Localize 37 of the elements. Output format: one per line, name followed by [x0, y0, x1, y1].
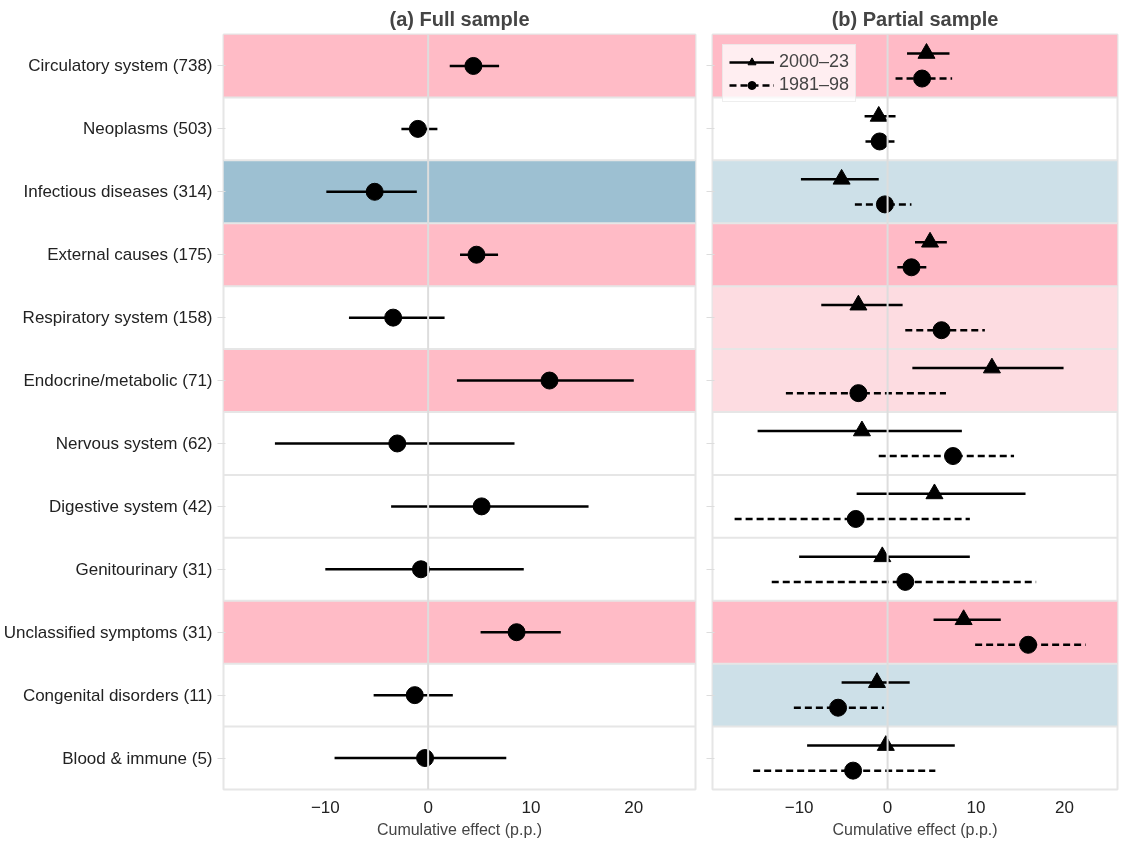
x-tick-label: 0 — [423, 797, 433, 817]
x-tick-label: 10 — [966, 797, 986, 817]
y-tick-label: External causes (175) — [47, 245, 213, 265]
point — [411, 560, 430, 579]
chart-title: (b) Partial sample — [831, 7, 999, 30]
point — [540, 371, 559, 390]
x-tick-label: 10 — [521, 797, 541, 817]
x-tick-label: 20 — [1054, 797, 1074, 817]
x-tick-label: −10 — [310, 797, 340, 817]
point — [365, 182, 384, 201]
legend-label: 2000–23 — [779, 51, 850, 72]
x-axis-title: Cumulative effect (p.p.) — [376, 820, 543, 838]
point — [408, 119, 427, 138]
point — [464, 56, 483, 75]
legend-label: 1981–98 — [779, 74, 850, 95]
point — [507, 623, 526, 642]
y-tick-label: Neoplasms (503) — [83, 119, 213, 139]
y-tick-label: Infectious diseases (314) — [23, 182, 213, 202]
chart-title: (a) Full sample — [389, 7, 530, 30]
point — [384, 308, 403, 327]
y-tick-label: Nervous system (62) — [55, 433, 213, 453]
y-tick-label: Circulatory system (738) — [28, 56, 213, 76]
y-tick-label: Digestive system (42) — [49, 496, 213, 516]
x-tick-label: 0 — [882, 797, 893, 817]
y-tick-label: Genitourinary (31) — [75, 559, 213, 579]
x-tick-label: 20 — [624, 797, 644, 817]
point — [467, 245, 486, 264]
point — [388, 434, 407, 453]
y-tick-label: Congenital disorders (11) — [22, 685, 213, 705]
x-axis-title: Cumulative effect (p.p.) — [832, 820, 998, 838]
y-tick-label: Unclassified symptoms (31) — [3, 622, 213, 642]
point — [472, 497, 491, 516]
y-tick-label: Endocrine/metabolic (71) — [23, 371, 213, 391]
x-tick-label: −10 — [784, 797, 814, 817]
y-tick-label: Blood & immune (5) — [62, 748, 213, 768]
y-tick-label: Respiratory system (158) — [22, 308, 213, 328]
point — [405, 686, 424, 705]
